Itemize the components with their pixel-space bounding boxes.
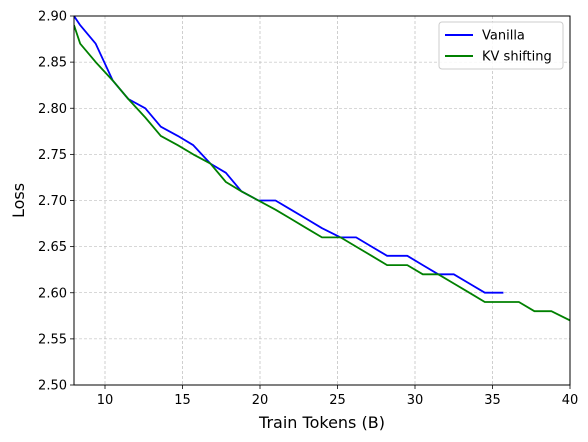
x-tick-label: 35 <box>484 393 501 408</box>
x-tick-label: 30 <box>407 393 424 408</box>
x-axis-label: Train Tokens (B) <box>258 413 385 432</box>
x-tick-label: 25 <box>329 393 346 408</box>
x-tick-label: 20 <box>252 393 269 408</box>
y-tick-label: 2.80 <box>38 102 67 117</box>
y-tick-label: 2.70 <box>38 194 67 209</box>
legend: Vanilla KV shifting <box>438 21 564 70</box>
series-line-vanilla <box>74 16 504 294</box>
x-tick-label: 15 <box>174 393 191 408</box>
y-tick-label: 2.65 <box>38 240 67 255</box>
grid <box>74 15 571 386</box>
y-axis-label: Loss <box>9 183 28 218</box>
y-tick-label: 2.90 <box>38 10 67 25</box>
y-axis-ticks: 2.50 2.55 2.60 2.65 2.70 2.75 2.80 2.85 2.90 <box>38 10 74 394</box>
legend-label-kv-shifting: KV shifting <box>482 50 552 65</box>
x-tick-label: 10 <box>97 393 114 408</box>
series-line-kv-shifting <box>74 24 570 322</box>
y-tick-label: 2.75 <box>38 148 67 163</box>
legend-box <box>438 21 564 70</box>
y-tick-label: 2.55 <box>38 332 67 347</box>
x-tick-label: 40 <box>562 393 579 408</box>
y-tick-label: 2.85 <box>38 56 67 71</box>
y-tick-label: 2.50 <box>38 379 67 394</box>
legend-label-vanilla: Vanilla <box>482 29 525 44</box>
series-lines <box>74 16 570 322</box>
x-axis-ticks: 10 15 20 25 30 35 40 <box>97 385 579 408</box>
y-tick-label: 2.60 <box>38 286 67 301</box>
